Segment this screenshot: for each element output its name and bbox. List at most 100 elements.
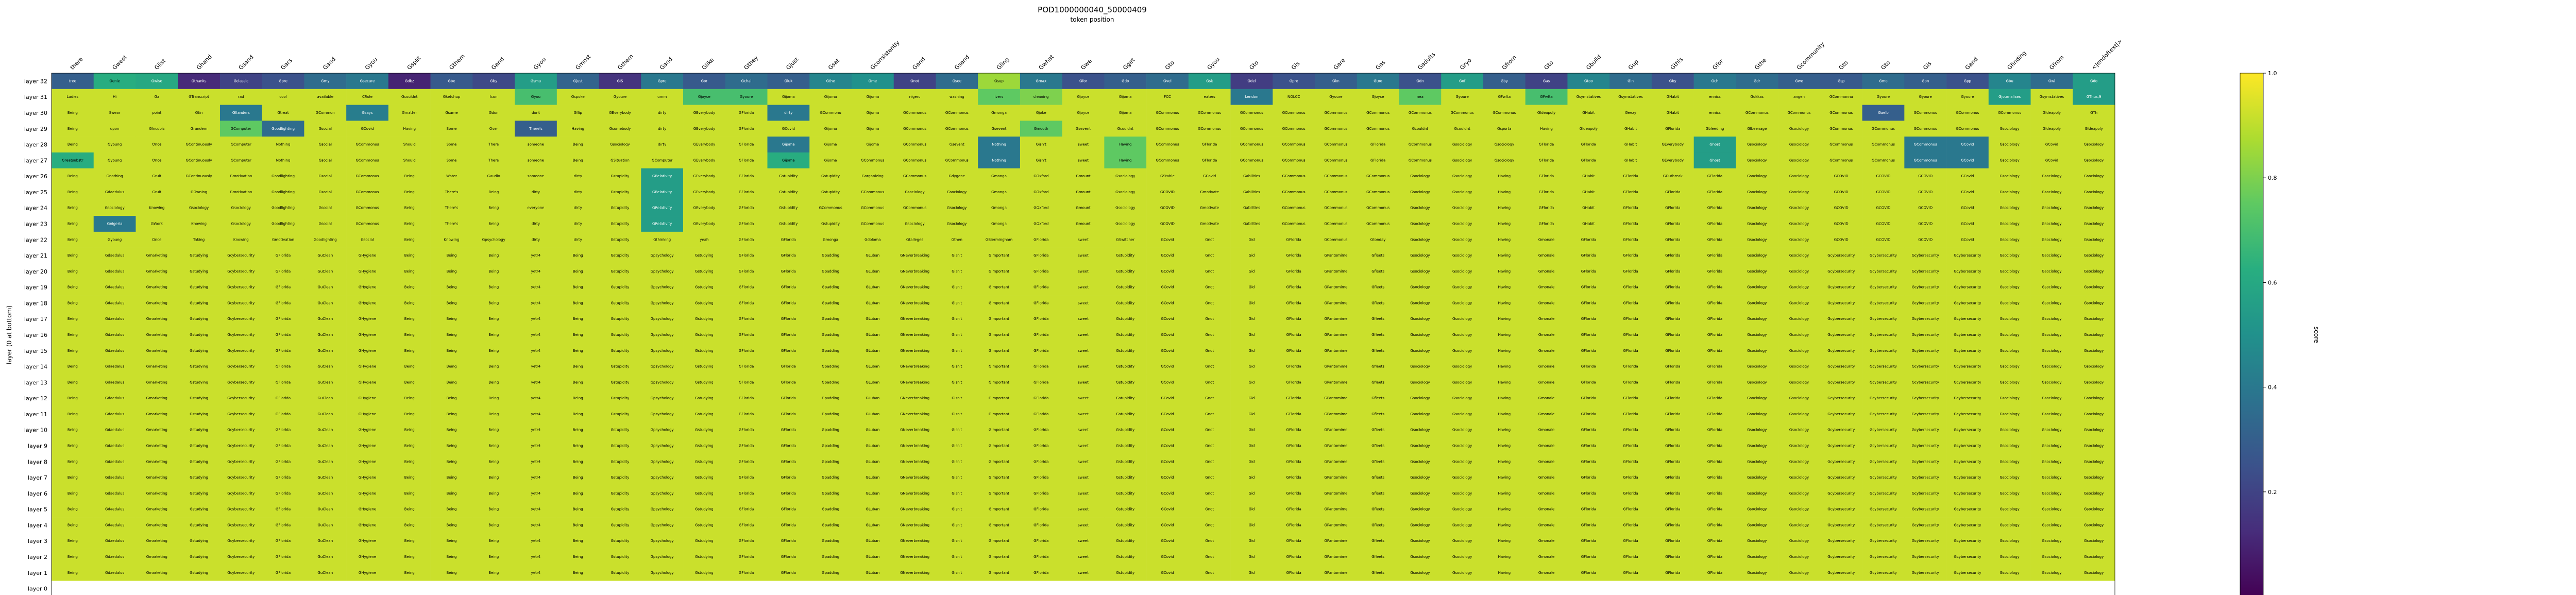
heatmap-cell-label: Gijoma — [866, 143, 879, 147]
heatmap-cell — [978, 137, 1021, 153]
x-tick-label: Gling — [995, 56, 1010, 71]
heatmap-cell-label: Gcybersecurity — [1827, 349, 1855, 353]
heatmap-cell-label: Being — [573, 253, 583, 258]
heatmap-cell — [135, 279, 178, 296]
heatmap-cell — [1651, 247, 1694, 264]
heatmap-cell-label: Being — [404, 190, 415, 194]
heatmap-cell — [809, 216, 852, 232]
heatmap-cell-label: Gsociology — [1410, 301, 1430, 305]
heatmap-cell — [641, 263, 684, 280]
heatmap-cell-label: GFlorida — [1623, 475, 1638, 480]
heatmap-cell — [1062, 121, 1105, 137]
heatmap-cell — [1525, 231, 1568, 248]
heatmap-cell-label: Being — [447, 444, 457, 448]
heatmap-cell-label: Gsociology — [1747, 174, 1767, 178]
heatmap-cell — [936, 121, 978, 137]
heatmap-cell-label: Gsociology — [2084, 365, 2104, 369]
heatmap-cell — [1315, 247, 1358, 264]
heatmap-cell-label: Gimportant — [989, 571, 1009, 575]
heatmap-cell — [1230, 184, 1273, 200]
heatmap-cell — [1273, 105, 1315, 121]
heatmap-cell-label: Gsociology — [2000, 555, 2020, 559]
heatmap-cell-label: Gsociology — [1452, 349, 1472, 353]
heatmap-cell — [1736, 73, 1778, 90]
heatmap-cell-label: Gpre — [658, 79, 667, 83]
heatmap-cell-label: Gpsychology — [651, 475, 674, 480]
heatmap-cell-label: Gsociology — [2000, 396, 2020, 400]
heatmap-cell-label: Being — [573, 301, 583, 305]
heatmap-cell-label: Gstupidity — [1116, 412, 1134, 416]
heatmap-cell-label: Gstudying — [695, 507, 714, 512]
heatmap-cell — [1104, 73, 1147, 90]
heatmap-cell-label: Being — [447, 301, 457, 305]
heatmap-cell-label: GCovid — [1161, 396, 1174, 400]
heatmap-cell-label: GNeverbreaking — [900, 380, 929, 384]
heatmap-cell-label: Gcybersecurity — [1870, 444, 1897, 448]
heatmap-cell-label: GCommonus — [1451, 111, 1474, 115]
heatmap-cell — [1820, 231, 1862, 248]
heatmap-cell-label: Gcybersecurity — [1912, 333, 1939, 337]
heatmap-cell-label: Gfleets — [1371, 507, 1384, 512]
heatmap-cell-label: Gcybersecurity — [227, 285, 255, 290]
heatmap-cell — [52, 137, 94, 153]
heatmap-cell-label: GCommonus — [1872, 127, 1895, 131]
heatmap-cell-label: Gnot — [1205, 460, 1214, 464]
heatmap-cell-label: Gstupidity — [611, 206, 629, 210]
heatmap-cell-label: Gmarketing — [146, 571, 167, 575]
heatmap-cell — [1651, 216, 1694, 232]
heatmap-cell-label: Gisn't — [952, 253, 962, 258]
heatmap-cell-label: yeah — [700, 237, 708, 242]
heatmap-cell-label: sweet — [1078, 349, 1089, 353]
heatmap-cell-label: Gstudying — [190, 523, 208, 527]
heatmap-cell — [978, 231, 1021, 248]
heatmap-cell-label: Gimportant — [989, 253, 1009, 258]
heatmap-cell-label: GNeverbreaking — [900, 412, 929, 416]
heatmap-cell-label: Gpadding — [822, 523, 839, 527]
heatmap-cell-label: Gcybersecurity — [227, 333, 255, 337]
heatmap-cell-label: Gpadding — [822, 475, 839, 480]
heatmap-cell-label: Gnot — [1205, 507, 1214, 512]
heatmap-cell-label: Gsociology — [2000, 269, 2020, 274]
heatmap-cell-label: Gstupidity — [1116, 317, 1134, 321]
heatmap-cell — [1651, 121, 1694, 137]
heatmap-cell-label: GCommonus — [1366, 127, 1389, 131]
heatmap-cell-label: GLuban — [866, 460, 879, 464]
heatmap-cell-label: Gcybersecurity — [1954, 412, 1981, 416]
heatmap-cell — [851, 121, 894, 137]
heatmap-cell-label: Gdaedalus — [105, 444, 125, 448]
heatmap-cell-label: GCOVID — [1160, 190, 1175, 194]
heatmap-cell — [1020, 200, 1062, 216]
heatmap-cell-label: Being — [67, 555, 78, 559]
heatmap-cell-label: GEverybody — [609, 111, 631, 115]
heatmap-cell-label: Gsociology — [1452, 539, 1472, 543]
heatmap-cell-label: Gmooth — [1034, 127, 1048, 131]
heatmap-cell — [135, 263, 178, 280]
heatmap-cell-label: Being — [573, 571, 583, 575]
heatmap-cell — [1609, 152, 1652, 169]
heatmap-cell — [93, 247, 136, 264]
heatmap-cell-label: Gstudying — [190, 380, 208, 384]
heatmap-cell-label: Ghost — [1709, 158, 1720, 162]
heatmap-cell — [304, 200, 347, 216]
x-tick-label: Gwe — [1079, 58, 1093, 72]
heatmap-cell — [1820, 105, 1862, 121]
heatmap-cell-label: Gsociology — [1747, 444, 1767, 448]
heatmap-cell-label: Gmonga — [991, 174, 1007, 178]
heatmap-cell-label: Being — [488, 539, 499, 543]
heatmap-cell — [1904, 121, 1947, 137]
heatmap-cell-label: Gby — [1669, 79, 1676, 83]
heatmap-cell-label: Gcybersecurity — [1827, 301, 1855, 305]
heatmap-cell-label: Gas — [1543, 79, 1550, 83]
heatmap-cell-label: Gstupidity — [1116, 396, 1134, 400]
heatmap-cell-label: Gsociology — [2042, 539, 2061, 543]
heatmap-cell — [262, 216, 304, 232]
heatmap-cell-label: Gsociology — [1410, 237, 1430, 242]
heatmap-cell-label: dirty — [532, 222, 540, 226]
heatmap-cell — [767, 200, 810, 216]
heatmap-cell-label: GCovid — [1961, 143, 1974, 147]
heatmap-cell-label: Gsociology — [105, 206, 124, 210]
heatmap-cell — [346, 247, 389, 264]
heatmap-cell-label: yetr4 — [531, 555, 541, 559]
heatmap-cell — [1862, 152, 1905, 169]
heatmap-cell-label: Gcybersecurity — [1954, 475, 1981, 480]
